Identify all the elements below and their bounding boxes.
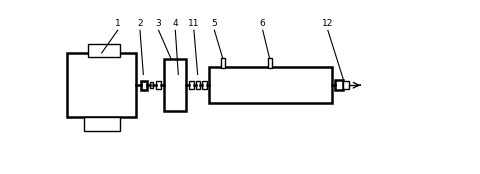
Text: 12: 12 bbox=[322, 19, 334, 28]
Text: 4: 4 bbox=[172, 19, 178, 28]
Text: 1: 1 bbox=[115, 19, 120, 28]
Bar bbox=[141, 81, 147, 90]
Bar bbox=[203, 81, 206, 89]
Bar bbox=[67, 53, 136, 117]
Bar bbox=[88, 44, 120, 57]
Bar bbox=[335, 80, 343, 90]
Bar bbox=[156, 81, 161, 89]
Text: 11: 11 bbox=[188, 19, 200, 28]
Bar bbox=[221, 58, 225, 68]
Bar bbox=[189, 81, 193, 89]
Bar bbox=[84, 117, 120, 131]
Text: 5: 5 bbox=[212, 19, 217, 28]
Text: 6: 6 bbox=[260, 19, 265, 28]
Bar bbox=[164, 59, 186, 111]
Text: 2: 2 bbox=[137, 19, 143, 28]
Bar bbox=[196, 81, 200, 89]
Bar bbox=[150, 82, 154, 88]
Text: 3: 3 bbox=[156, 19, 161, 28]
Bar bbox=[268, 58, 273, 68]
Bar bbox=[344, 81, 349, 89]
Bar bbox=[209, 67, 332, 103]
